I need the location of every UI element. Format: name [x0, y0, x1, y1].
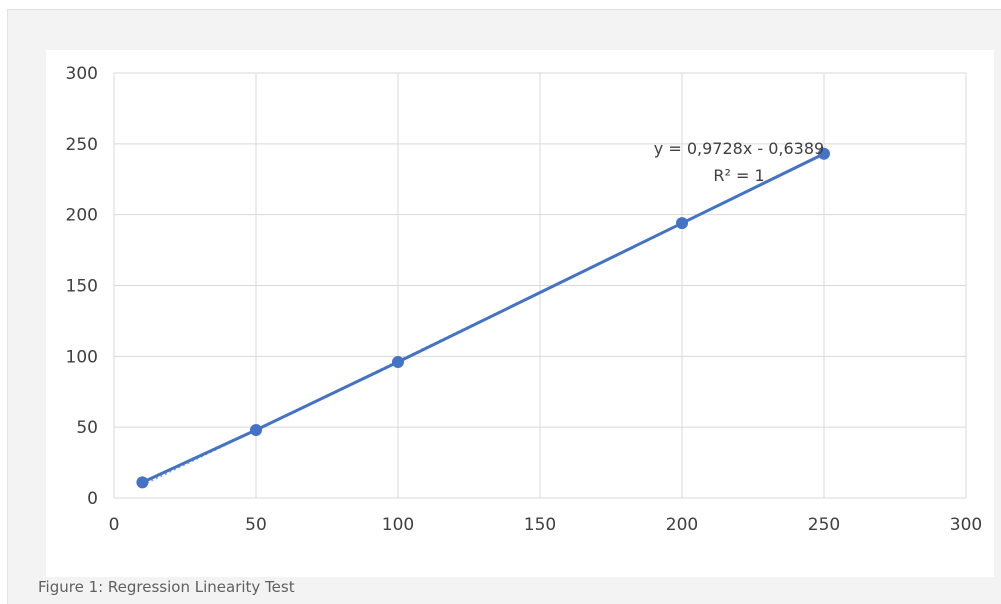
x-tick-label: 300: [950, 515, 982, 535]
data-point: [250, 424, 262, 436]
y-tick-label: 200: [66, 206, 98, 226]
chart-area: 0 50 100 150 200 250 300 0 50 100 150 200 250 300 y = …: [46, 50, 994, 577]
figure-caption: Figure 1: Regression Linearity Test: [38, 578, 295, 596]
x-tick-label: 200: [666, 515, 698, 535]
trendline-r-squared: R² = 1: [713, 166, 764, 185]
y-tick-label: 50: [76, 418, 98, 438]
y-tick-label: 150: [66, 277, 98, 297]
y-tick-label: 250: [66, 135, 98, 155]
x-tick-label: 250: [808, 515, 840, 535]
data-point: [676, 217, 688, 230]
y-tick-label: 300: [66, 64, 98, 84]
data-point: [392, 356, 404, 368]
series-line: [141, 152, 825, 484]
data-point: [136, 476, 149, 489]
x-tick-label: 100: [382, 515, 414, 535]
y-tick-label: 100: [66, 347, 98, 367]
y-tick-label: 0: [87, 489, 98, 509]
data-point: [818, 147, 830, 160]
x-tick-label: 0: [109, 515, 120, 535]
x-tick-label: 150: [524, 515, 556, 535]
trendline-equation: y = 0,9728x - 0,6389: [654, 139, 824, 158]
scatter-plot: 0 50 100 150 200 250 300 0 50 100 150 200 250 300 y = …: [66, 64, 983, 535]
figure-panel: 0 50 100 150 200 250 300 0 50 100 150 200 250 300 y = …: [7, 9, 1001, 604]
x-tick-label: 50: [245, 515, 267, 535]
